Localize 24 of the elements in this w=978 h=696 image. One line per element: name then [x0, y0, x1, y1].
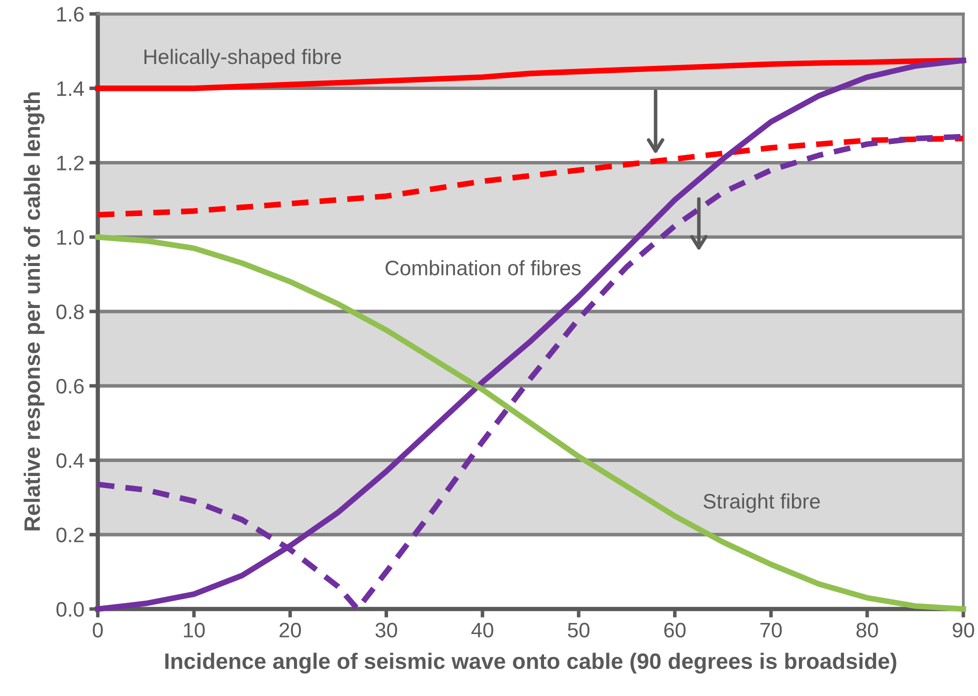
x-tick-label: 70	[760, 622, 782, 638]
x-tick-label: 50	[568, 622, 590, 638]
y-tick-label: 0.4	[56, 453, 84, 468]
annotation: Combination of fibres	[386, 260, 581, 276]
y-tick-label: 0.2	[56, 528, 84, 542]
y-tick-label: 1.6	[57, 6, 84, 22]
x-tick-label: 0	[92, 622, 103, 638]
x-tick-label: 40	[471, 622, 494, 638]
y-axis-title: Relative response per unit of cable length	[24, 92, 45, 530]
x-tick-label: 20	[280, 622, 301, 638]
y-tick-label: 0.8	[56, 304, 84, 320]
x-tick-label: 10	[184, 622, 205, 638]
y-tick-label: 1.2	[57, 156, 84, 170]
y-tick-label: 0.0	[56, 602, 84, 617]
annotation: Helically-shaped fibre	[144, 48, 342, 68]
x-tick-label: 60	[664, 622, 686, 638]
y-tick-label: 1.0	[57, 230, 84, 245]
x-tick-label: 90	[952, 622, 974, 638]
x-tick-label: 30	[376, 622, 398, 638]
x-tick-label: 80	[856, 622, 878, 638]
y-tick-label: 1.4	[57, 82, 84, 96]
annotation: Straight fibre	[704, 493, 820, 513]
y-tick-label: 0.6	[56, 378, 84, 394]
x-axis-title: Incidence angle of seismic wave onto cable (90 degrees is broadside)	[165, 652, 896, 674]
